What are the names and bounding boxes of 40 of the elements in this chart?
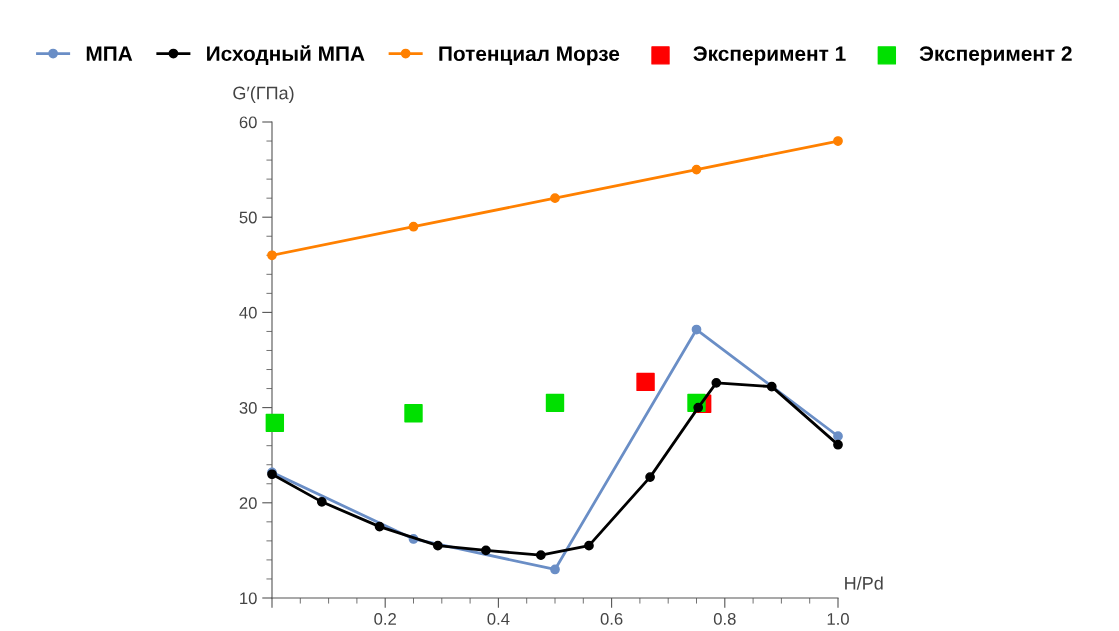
point xyxy=(766,381,777,392)
y-axis-title: G′(ГПа) xyxy=(233,86,294,103)
x-tick-label: 0.4 xyxy=(487,613,510,625)
y-tick-label: 50 xyxy=(239,211,257,224)
point xyxy=(265,413,285,433)
point xyxy=(404,404,423,423)
legend-label: Эксперимент 2 xyxy=(919,46,1072,66)
legend-label: МПА xyxy=(86,46,133,61)
point xyxy=(316,496,327,507)
x-tick-label: 0.8 xyxy=(713,613,736,625)
point xyxy=(645,472,655,482)
point xyxy=(833,136,843,146)
legend-label: Потенциал Морзе xyxy=(439,46,620,66)
y-tick-label: 20 xyxy=(239,497,257,509)
x-axis-title: H/Pd xyxy=(845,576,883,590)
point xyxy=(636,372,655,392)
y-tick-label: 40 xyxy=(239,306,257,319)
y-tick-label: 60 xyxy=(239,116,257,129)
point xyxy=(535,550,546,561)
x-tick-label: 0.2 xyxy=(374,613,396,625)
x-tick-label: 1.0 xyxy=(827,613,849,625)
legend-label: Эксперимент 1 xyxy=(693,46,846,66)
point xyxy=(691,164,702,175)
x-tick-label: 0.6 xyxy=(600,613,623,625)
point xyxy=(374,521,385,532)
point xyxy=(691,324,702,335)
point xyxy=(550,564,560,575)
point xyxy=(833,439,843,450)
point xyxy=(267,250,277,261)
y-tick-label: 10 xyxy=(240,592,257,605)
point xyxy=(545,393,565,413)
point xyxy=(711,377,722,388)
point xyxy=(550,193,560,204)
point xyxy=(833,431,843,442)
point xyxy=(584,540,594,551)
y-tick-label: 30 xyxy=(239,402,257,414)
point xyxy=(408,221,419,232)
legend-label: Исходный МПА xyxy=(207,45,365,65)
point xyxy=(481,545,491,556)
point xyxy=(432,540,443,551)
